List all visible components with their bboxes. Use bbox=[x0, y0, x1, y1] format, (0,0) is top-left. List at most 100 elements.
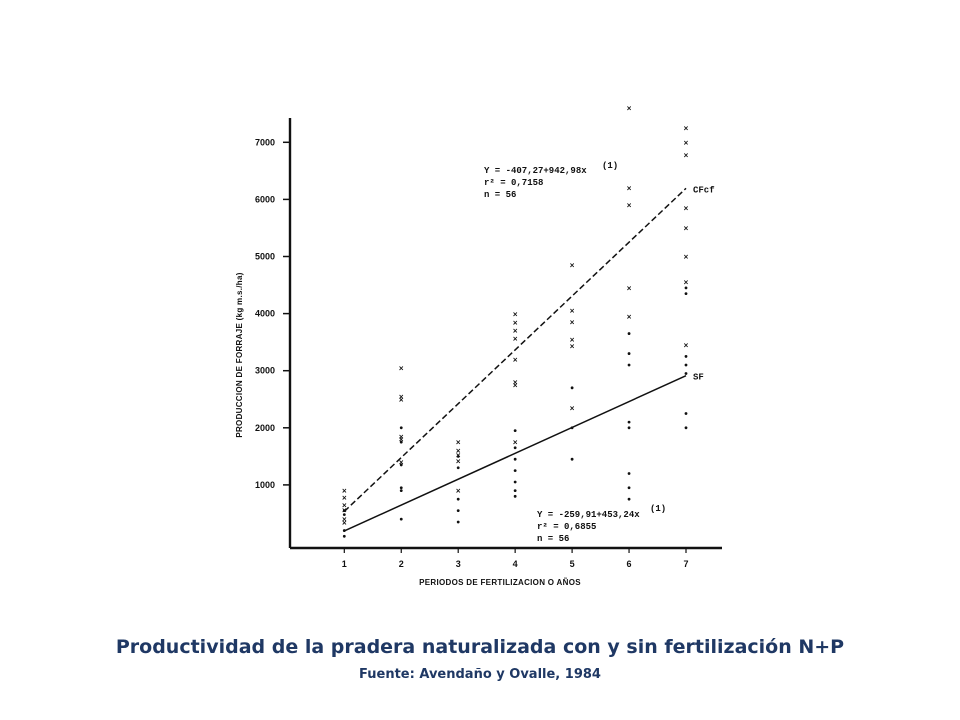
figure-caption-title: Productividad de la pradera naturalizada… bbox=[115, 636, 845, 658]
point-cfcf: × bbox=[399, 395, 404, 404]
equation-reference: (1) bbox=[602, 161, 618, 171]
chart: 1000 2000 3000 4000 5000 6000 7000 1 2 3 4 5 6 7 PER… bbox=[235, 104, 722, 587]
x-tick-label: 6 bbox=[627, 559, 632, 569]
point-sf bbox=[342, 513, 346, 516]
point-cfcf: × bbox=[513, 381, 518, 390]
point-cfcf: × bbox=[399, 458, 404, 467]
point-cfcf: × bbox=[342, 519, 347, 528]
equation-cfcf: Y = -407,27+942,98x r² = 0,7158 n = 56 (1) bbox=[484, 161, 618, 200]
point-cfcf: × bbox=[399, 364, 404, 373]
x-tick-label: 7 bbox=[683, 559, 688, 569]
point-sf bbox=[456, 509, 460, 512]
equation-line: Y = -259,91+453,24x bbox=[537, 510, 640, 520]
y-tick-label: 3000 bbox=[255, 366, 275, 376]
point-cfcf: × bbox=[456, 487, 461, 496]
y-tick-label: 4000 bbox=[255, 309, 275, 319]
equation-line: r² = 0,6855 bbox=[537, 522, 596, 532]
point-sf bbox=[684, 292, 688, 296]
point-sf bbox=[570, 457, 574, 461]
point-cfcf: × bbox=[570, 261, 575, 270]
point-sf bbox=[513, 457, 517, 461]
point-sf bbox=[627, 352, 631, 355]
point-sf bbox=[399, 463, 403, 467]
point-sf bbox=[684, 426, 688, 430]
x-tick-label: 1 bbox=[342, 559, 347, 569]
point-cfcf: × bbox=[570, 307, 575, 316]
point-cfcf: × bbox=[513, 319, 518, 328]
point-cfcf: × bbox=[684, 253, 689, 262]
point-cfcf: × bbox=[684, 341, 689, 350]
point-cfcf: × bbox=[513, 327, 518, 336]
point-cfcf: × bbox=[570, 335, 575, 344]
point-sf bbox=[456, 454, 460, 458]
point-cfcf: × bbox=[456, 457, 461, 466]
series-labels: CFcf SF bbox=[693, 185, 715, 382]
regression-line-sf bbox=[343, 374, 687, 532]
series-label-sf: SF bbox=[693, 373, 704, 383]
y-ticks: 1000 2000 3000 4000 5000 6000 7000 bbox=[255, 137, 290, 490]
point-cfcf: × bbox=[513, 310, 518, 319]
point-cfcf: × bbox=[342, 501, 347, 510]
point-cfcf: × bbox=[513, 355, 518, 364]
series-label-cfcf: CFcf bbox=[693, 185, 715, 195]
point-sf bbox=[399, 440, 403, 444]
point-sf bbox=[570, 386, 574, 390]
regression-line-cfcf bbox=[343, 187, 687, 512]
point-cfcf: × bbox=[627, 104, 632, 113]
y-axis-title: PRODUCCION DE FORRAJE (kg m.s./ha) bbox=[235, 272, 244, 437]
equation-line: r² = 0,7158 bbox=[484, 178, 543, 188]
chart-axes bbox=[288, 118, 722, 550]
y-tick-label: 2000 bbox=[255, 423, 275, 433]
equation-line: n = 56 bbox=[537, 534, 569, 544]
point-cfcf: × bbox=[684, 204, 689, 213]
point-cfcf: × bbox=[684, 151, 689, 160]
point-sf bbox=[684, 355, 688, 358]
point-sf bbox=[399, 426, 403, 430]
point-sf bbox=[513, 469, 517, 473]
point-cfcf: × bbox=[513, 378, 518, 387]
point-sf bbox=[513, 494, 517, 498]
point-cfcf: × bbox=[627, 184, 632, 193]
equation-line: Y = -407,27+942,98x bbox=[484, 166, 587, 176]
point-sf bbox=[342, 534, 346, 538]
data-points: ××××××××××××××××××××××××××××××××××××××××… bbox=[342, 104, 689, 538]
point-sf bbox=[627, 472, 631, 475]
point-sf bbox=[399, 517, 403, 521]
point-cfcf: × bbox=[627, 312, 632, 321]
point-sf bbox=[399, 489, 403, 493]
point-sf bbox=[513, 429, 517, 433]
point-sf bbox=[627, 332, 631, 335]
point-sf bbox=[456, 497, 460, 501]
regression-lines bbox=[343, 187, 687, 532]
figure-caption-source: Fuente: Avendaño y Ovalle, 1984 bbox=[359, 667, 601, 682]
point-cfcf: × bbox=[570, 342, 575, 351]
y-tick-label: 6000 bbox=[255, 194, 275, 204]
y-tick-label: 7000 bbox=[255, 137, 275, 147]
x-tick-label: 4 bbox=[513, 559, 518, 569]
x-tick-label: 3 bbox=[456, 559, 461, 569]
x-ticks: 1 2 3 4 5 6 7 bbox=[342, 548, 689, 569]
point-sf bbox=[456, 520, 460, 524]
point-sf bbox=[627, 486, 631, 490]
x-tick-label: 5 bbox=[570, 559, 575, 569]
point-sf bbox=[684, 372, 688, 375]
point-sf bbox=[513, 480, 517, 484]
point-sf bbox=[627, 363, 631, 367]
point-cfcf: × bbox=[684, 124, 689, 133]
point-sf bbox=[627, 420, 631, 424]
equation-line: n = 56 bbox=[484, 190, 516, 200]
point-sf bbox=[684, 363, 688, 367]
point-sf bbox=[627, 497, 631, 501]
equation-reference: (1) bbox=[650, 504, 666, 514]
x-tick-label: 2 bbox=[399, 559, 404, 569]
point-sf bbox=[399, 486, 403, 490]
point-sf bbox=[342, 529, 346, 532]
y-tick-label: 1000 bbox=[255, 480, 275, 490]
point-sf bbox=[627, 426, 631, 430]
point-sf bbox=[684, 412, 688, 415]
point-cfcf: × bbox=[342, 493, 347, 502]
point-cfcf: × bbox=[570, 318, 575, 327]
point-cfcf: × bbox=[684, 278, 689, 287]
point-cfcf: × bbox=[456, 447, 461, 456]
point-cfcf: × bbox=[342, 487, 347, 496]
